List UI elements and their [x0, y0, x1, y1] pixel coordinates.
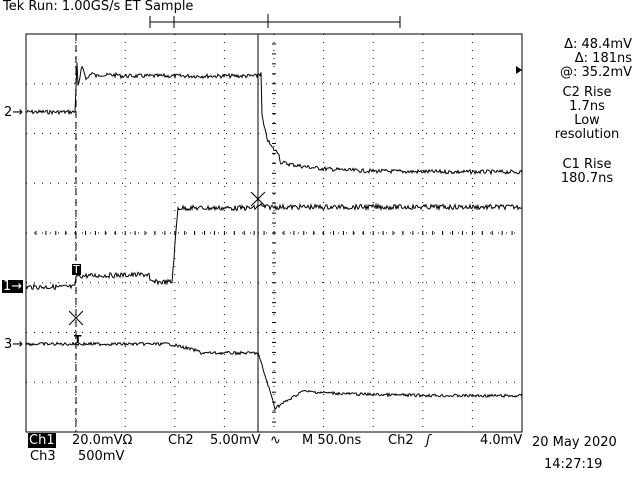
ch2-label[interactable]: Ch2	[168, 433, 194, 448]
ch1-label[interactable]: Ch1	[28, 433, 56, 448]
date-readout: 20 May 2020	[532, 435, 617, 450]
header-bar: Tek Run: 1.00GS/s ET Sample	[3, 0, 193, 13]
trigger-source: Ch2	[388, 433, 414, 448]
cursors	[68, 14, 522, 432]
cursor-readout-panel: Δ: 48.4mV Δ: 181ns @: 35.2mV	[560, 38, 632, 80]
trigger-level-arrow-icon	[516, 66, 522, 74]
timebase: M 50.0ns	[302, 433, 362, 448]
c2-rise-measurement: C2 Rise 1.7ns Low resolution	[542, 86, 632, 142]
c2-rise-note-low: Low	[574, 113, 600, 128]
c2-rise-note-resolution: resolution	[554, 127, 620, 142]
ch1-scale: 20.0mVΩ	[72, 433, 133, 448]
at-voltage-readout: @: 35.2mV	[559, 65, 632, 80]
cursor-cross-icon	[250, 191, 266, 207]
graticule-grid	[25, 33, 523, 433]
c2-rise-value: 1.7ns	[569, 99, 605, 114]
trigger-level: 4.0mV	[480, 433, 523, 448]
brand-label: Tek	[3, 0, 25, 14]
acquisition-mode: Run: 1.00GS/s ET Sample	[28, 0, 194, 14]
ch1-position-marker[interactable]: 1→	[2, 279, 24, 294]
c2-rise-title: C2 Rise	[562, 85, 612, 100]
ch2-position-marker[interactable]: 2→	[4, 105, 24, 120]
bandwidth-limit-icon: ∿	[270, 433, 281, 448]
status-row-1: Ch1	[28, 433, 56, 448]
ch3-label[interactable]: Ch3	[30, 449, 56, 464]
delta-voltage-readout: Δ: 48.4mV	[564, 37, 632, 52]
ch3-trace	[25, 341, 523, 411]
delta-time-readout: Δ: 181ns	[574, 51, 632, 66]
ch2-trace	[25, 62, 523, 176]
record-window-bracket	[149, 16, 401, 28]
ch3-position-marker[interactable]: 3→	[4, 337, 24, 352]
time-readout: 14:27:19	[544, 457, 603, 472]
ch2-scale: 5.00mV	[210, 433, 261, 448]
c1-rise-title: C1 Rise	[562, 157, 612, 172]
c1-rise-measurement: C1 Rise 180.7ns	[542, 158, 632, 186]
trigger-marker-ch3: T	[74, 333, 82, 346]
trigger-marker: T	[72, 263, 81, 276]
c1-rise-value: 180.7ns	[560, 171, 614, 186]
ch3-scale: 500mV	[78, 449, 125, 464]
rising-edge-icon: ʃ	[426, 433, 431, 448]
waveform-traces	[25, 62, 523, 411]
ch1-trace	[25, 202, 523, 291]
cursor-cross-icon	[68, 310, 84, 326]
